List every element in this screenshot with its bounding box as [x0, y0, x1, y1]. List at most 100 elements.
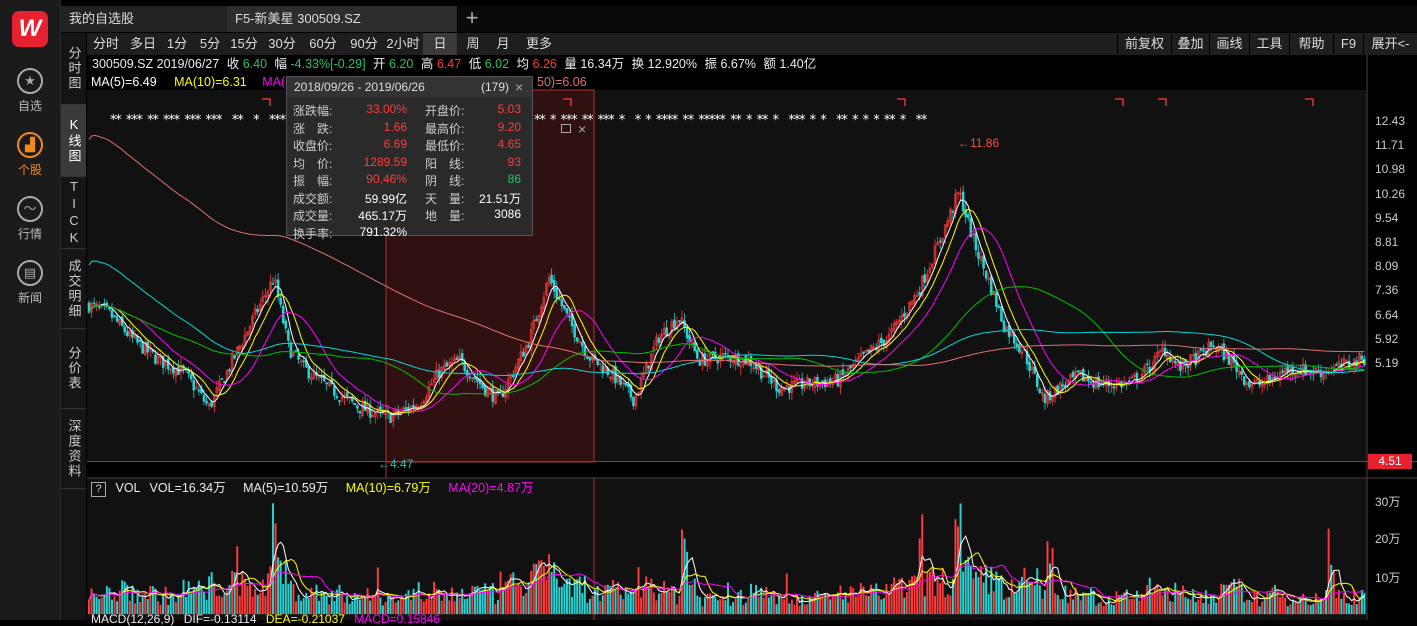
- restore-icon[interactable]: [561, 124, 571, 133]
- period-8[interactable]: 2小时: [386, 36, 420, 51]
- signal-star-icon: *: [900, 113, 907, 128]
- volume-bar: [1020, 576, 1023, 614]
- candle-body: [1084, 378, 1088, 382]
- candle-body: [97, 306, 101, 308]
- volume-bar: [1220, 583, 1223, 614]
- signal-star-icon: *: [773, 113, 780, 128]
- candle-body: [724, 352, 727, 355]
- tool-2[interactable]: 画线: [1209, 33, 1249, 55]
- tool-0[interactable]: 前复权: [1117, 33, 1171, 55]
- candle-body: [133, 335, 137, 339]
- tool-3[interactable]: 工具: [1249, 33, 1289, 55]
- period-10[interactable]: 周: [466, 36, 480, 51]
- volume-bar: [688, 584, 691, 614]
- period-5[interactable]: 30分: [268, 36, 296, 51]
- period-6[interactable]: 60分: [309, 36, 337, 51]
- candle-body: [601, 365, 605, 374]
- side-tab-3[interactable]: 成交明细: [61, 249, 86, 329]
- side-tab-1[interactable]: K线图: [61, 105, 86, 177]
- period-2[interactable]: 1分: [166, 36, 188, 51]
- app-logo[interactable]: W: [12, 11, 48, 47]
- popup-label: 换手率:: [293, 226, 333, 241]
- candle-body: [721, 353, 725, 357]
- volume-bar: [870, 584, 873, 614]
- candle-body: [1089, 381, 1093, 384]
- side-tab-2[interactable]: TICK: [61, 177, 86, 249]
- candle-body: [928, 267, 932, 273]
- candle-body: [494, 390, 497, 405]
- tab-stock[interactable]: F5-新美星 300509.SZ: [227, 6, 458, 32]
- period-11[interactable]: 月: [496, 36, 510, 51]
- high-price-marker-value: 11.86: [970, 136, 1000, 150]
- side-tab-0[interactable]: 分时图: [61, 33, 86, 105]
- candle-body: [266, 291, 270, 299]
- signal-star-icon: *: [704, 113, 711, 128]
- tool-4[interactable]: 帮助: [1289, 33, 1333, 55]
- volume-bar: [118, 590, 121, 614]
- candle-body: [846, 367, 850, 375]
- volume-bar: [320, 591, 323, 614]
- candle-body: [757, 366, 760, 370]
- period-3[interactable]: 5分: [199, 36, 221, 51]
- add-tab-icon[interactable]: +: [465, 5, 479, 30]
- volume-bar: [813, 592, 816, 614]
- nav-watchlist[interactable]: ★ 自选: [0, 68, 60, 114]
- volume-bar: [1350, 605, 1353, 614]
- volume-bar: [162, 594, 165, 614]
- volume-bar: [154, 588, 157, 614]
- candle-body: [453, 357, 456, 362]
- side-tab-5[interactable]: 深度资料: [61, 409, 86, 489]
- candle-body: [629, 384, 633, 398]
- candle-body: [299, 360, 303, 363]
- volume-bar: [755, 584, 758, 614]
- candle-body: [1071, 371, 1075, 378]
- side-tab-4[interactable]: 分价表: [61, 329, 86, 409]
- period-1[interactable]: 多日: [129, 36, 156, 51]
- volume-bar: [1146, 585, 1149, 614]
- candle-body: [1268, 374, 1272, 382]
- period-7[interactable]: 90分: [350, 36, 378, 51]
- candle-body: [611, 368, 615, 380]
- volume-bar: [969, 565, 972, 614]
- period-9[interactable]: 日: [423, 33, 457, 55]
- candle-body: [946, 220, 950, 227]
- signal-star-icon: *: [205, 113, 212, 128]
- volume-bar: [325, 595, 328, 614]
- candle-body: [1322, 370, 1325, 380]
- volume-bar: [272, 503, 274, 614]
- signal-star-icon: *: [534, 113, 541, 128]
- period-4[interactable]: 15分: [230, 36, 258, 51]
- close-icon[interactable]: ×: [515, 79, 524, 95]
- candle-body: [1250, 384, 1254, 388]
- signal-star-icon: *: [137, 113, 144, 128]
- volume-bar: [279, 560, 282, 614]
- period-0[interactable]: 分时: [92, 36, 119, 51]
- period-12[interactable]: 更多: [525, 36, 552, 51]
- close-icon[interactable]: ×: [578, 121, 587, 137]
- volume-bar: [489, 586, 492, 614]
- signal-star-icon: *: [571, 113, 578, 128]
- candle-body: [995, 292, 998, 308]
- volume-bar: [1026, 580, 1029, 614]
- candle-body: [1283, 367, 1287, 374]
- candle-body: [1335, 364, 1338, 366]
- tool-1[interactable]: 叠加: [1171, 33, 1209, 55]
- candle-body: [1112, 386, 1116, 389]
- tool-5[interactable]: F9: [1333, 33, 1363, 55]
- volume-bar: [721, 596, 724, 614]
- candle-body: [427, 386, 431, 397]
- tool-6[interactable]: 展开<-: [1363, 33, 1417, 55]
- help-icon[interactable]: ?: [91, 482, 106, 497]
- tab-watchlist[interactable]: 我的自选股: [61, 6, 228, 32]
- nav-market[interactable]: 〜 行情: [0, 196, 60, 242]
- nav-news[interactable]: ▤ 新闻: [0, 260, 60, 306]
- candle-body: [655, 336, 658, 346]
- volume-bar: [514, 585, 517, 614]
- volume-bar: [507, 580, 510, 614]
- candle-body: [519, 351, 523, 361]
- volume-bar: [675, 604, 678, 614]
- nav-stock[interactable]: ▟ 个股: [0, 132, 60, 178]
- volume-bar: [310, 587, 313, 614]
- candle-body: [670, 321, 674, 334]
